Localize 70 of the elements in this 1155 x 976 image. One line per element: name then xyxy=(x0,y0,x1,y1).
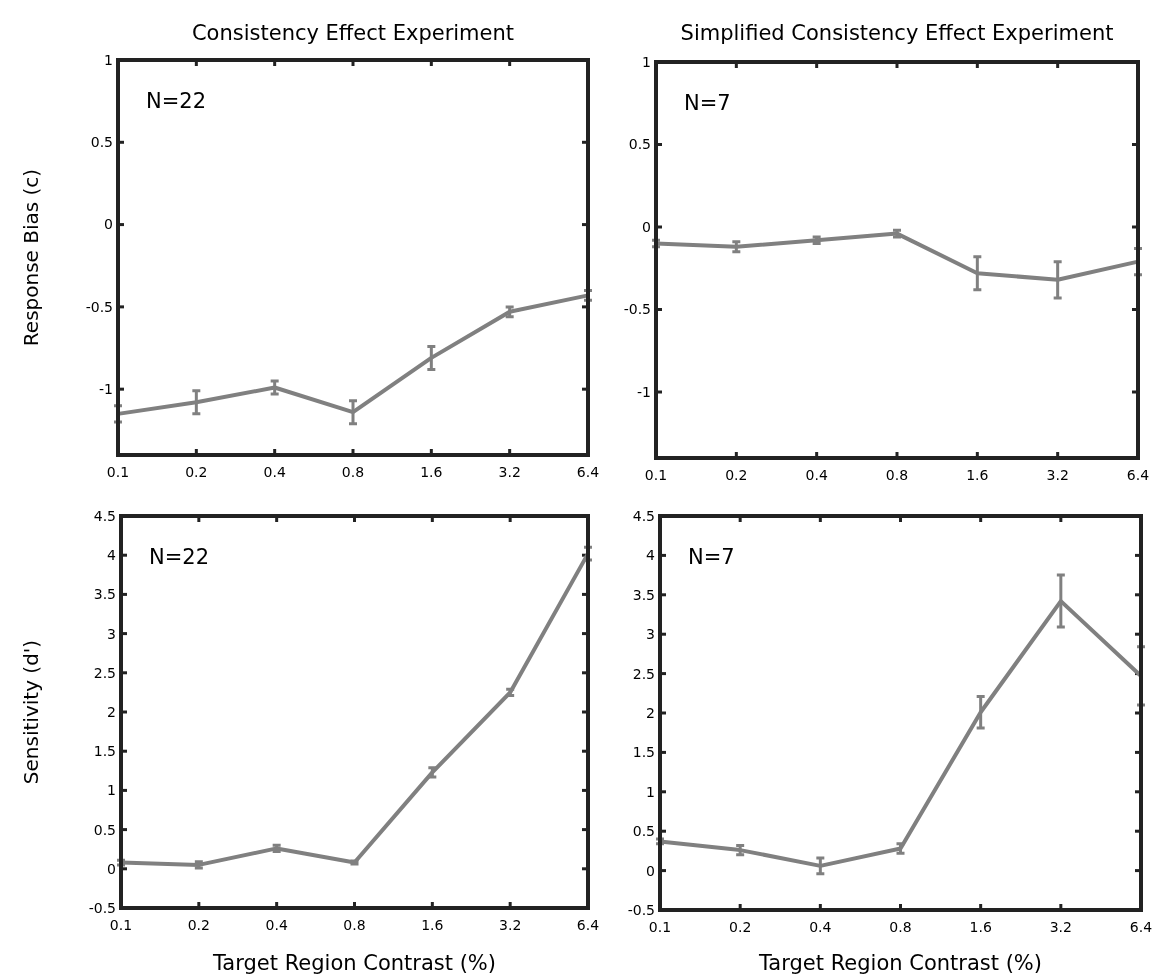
y-tick-label: 3.5 xyxy=(93,586,116,603)
x-tick-label: 0.1 xyxy=(106,464,130,480)
y-tick-label: 2.5 xyxy=(632,665,655,682)
x-tick-label: 6.4 xyxy=(576,917,600,933)
x-tick-label: 0.8 xyxy=(885,467,909,483)
x-axis-title: Target Region Contrast (%) xyxy=(758,951,1042,975)
x-tick-label: 6.4 xyxy=(576,464,600,480)
x-tick-label: 0.2 xyxy=(725,467,748,483)
x-tick-label: 0.1 xyxy=(109,917,133,933)
y-tick-label: 3 xyxy=(107,625,116,642)
x-tick-label: 0.8 xyxy=(341,464,365,480)
x-axis-title: Target Region Contrast (%) xyxy=(212,951,496,975)
x-tick-label: 0.1 xyxy=(648,919,672,935)
y-tick-label: 0.5 xyxy=(632,823,655,840)
x-tick-label: 3.2 xyxy=(499,917,522,933)
x-tick-label: 0.4 xyxy=(805,467,828,483)
y-tick-label: -0.5 xyxy=(88,899,116,916)
y-axis-title: Sensitivity (d') xyxy=(19,639,43,785)
y-tick-label: 1 xyxy=(107,782,116,799)
y-tick-label: 1.5 xyxy=(93,743,116,760)
x-tick-label: 1.6 xyxy=(966,467,989,483)
y-tick-label: 2 xyxy=(646,704,655,721)
y-tick-label: 0 xyxy=(646,862,655,879)
y-tick-label: 0.5 xyxy=(628,136,651,153)
x-tick-label: 0.2 xyxy=(185,464,208,480)
y-tick-label: 4 xyxy=(107,547,117,564)
y-axis-title: Response Bias (c) xyxy=(19,168,43,347)
x-tick-label: 0.4 xyxy=(265,917,288,933)
x-tick-label: 0.1 xyxy=(644,467,668,483)
chart-title: Consistency Effect Experiment xyxy=(191,21,515,45)
y-tick-label: -0.5 xyxy=(85,298,113,315)
y-tick-label: -0.5 xyxy=(623,301,651,318)
y-tick-label: -0.5 xyxy=(627,901,655,918)
y-tick-label: 2 xyxy=(107,703,116,720)
x-tick-label: 1.6 xyxy=(420,464,443,480)
annotation: N=7 xyxy=(688,545,735,569)
y-tick-label: 1.5 xyxy=(632,744,655,761)
y-tick-label: 0.5 xyxy=(93,821,116,838)
y-tick-label: 4.5 xyxy=(632,507,655,524)
x-tick-label: 0.8 xyxy=(343,917,366,933)
annotation: N=22 xyxy=(146,89,207,113)
chart-title: Simplified Consistency Effect Experiment xyxy=(680,21,1114,45)
x-tick-label: 1.6 xyxy=(421,917,444,933)
y-tick-label: 0.5 xyxy=(90,134,113,151)
x-tick-label: 0.2 xyxy=(187,917,210,933)
x-tick-label: 0.8 xyxy=(889,919,912,935)
y-tick-label: 1 xyxy=(646,783,655,800)
y-tick-label: 1 xyxy=(642,53,651,70)
y-tick-label: -1 xyxy=(637,383,651,400)
x-tick-label: 0.2 xyxy=(729,919,752,935)
x-tick-label: 3.2 xyxy=(1046,467,1069,483)
y-tick-label: 0 xyxy=(642,218,651,235)
y-tick-label: 3.5 xyxy=(632,586,655,603)
x-tick-label: 0.4 xyxy=(263,464,286,480)
x-tick-label: 0.4 xyxy=(809,919,832,935)
y-tick-label: 4.5 xyxy=(93,507,116,524)
y-tick-label: 0 xyxy=(107,860,116,877)
x-tick-label: 6.4 xyxy=(1129,919,1153,935)
y-tick-label: 0 xyxy=(104,216,113,233)
x-tick-label: 6.4 xyxy=(1126,467,1150,483)
y-tick-label: 3 xyxy=(646,626,655,643)
y-tick-label: 4 xyxy=(646,547,656,564)
x-tick-label: 1.6 xyxy=(969,919,992,935)
y-tick-label: -1 xyxy=(99,381,113,398)
annotation: N=22 xyxy=(149,545,210,569)
y-tick-label: 2.5 xyxy=(93,664,116,681)
x-tick-label: 3.2 xyxy=(1049,919,1072,935)
annotation: N=7 xyxy=(684,91,731,115)
x-tick-label: 3.2 xyxy=(498,464,521,480)
y-tick-label: 1 xyxy=(104,51,113,68)
